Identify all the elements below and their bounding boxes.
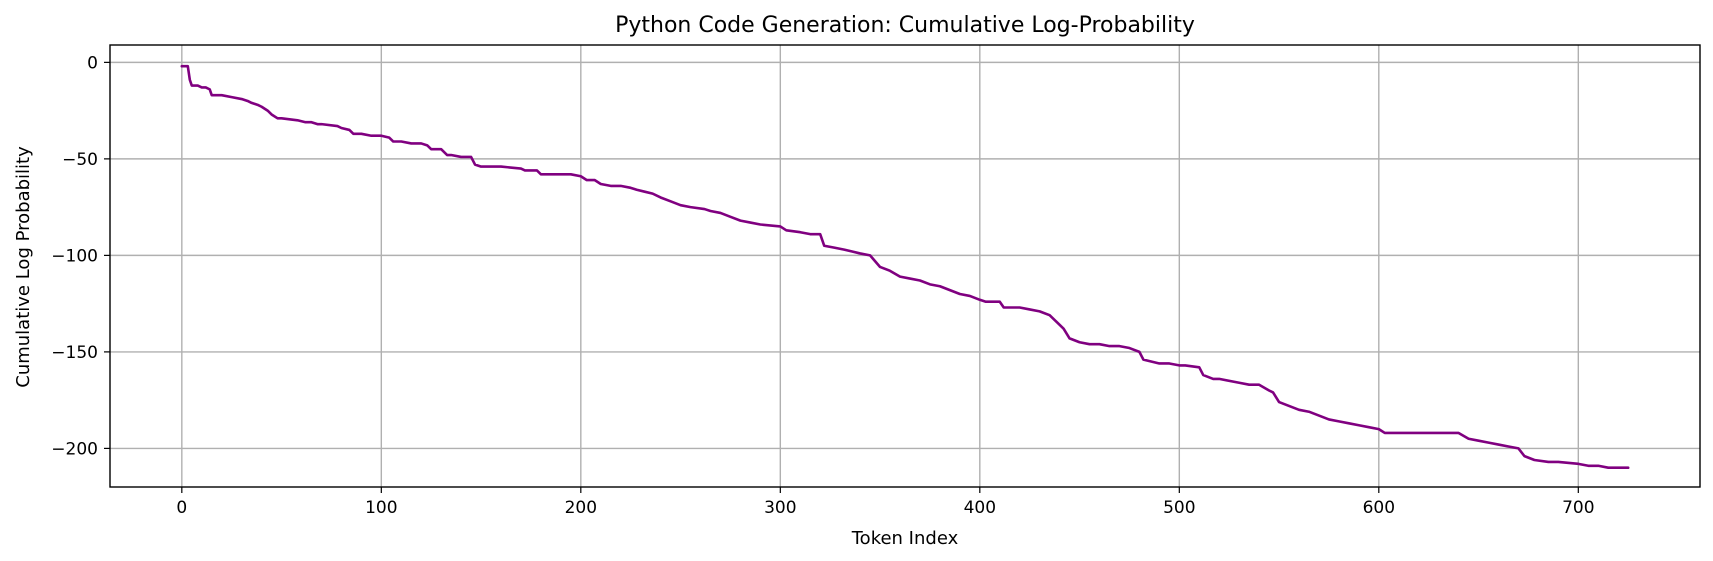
x-tick-label: 200 bbox=[565, 498, 597, 518]
x-axis-label: Token Index bbox=[851, 528, 959, 549]
y-tick-label: −50 bbox=[62, 150, 98, 170]
x-tick-label: 400 bbox=[964, 498, 996, 518]
y-tick-label: −200 bbox=[51, 439, 98, 459]
chart-title: Python Code Generation: Cumulative Log-P… bbox=[615, 13, 1195, 38]
plot-frame bbox=[109, 44, 1701, 488]
series-line bbox=[180, 64, 1630, 469]
grid bbox=[110, 45, 1700, 487]
x-tick-label: 500 bbox=[1163, 498, 1195, 518]
x-tick-label: 100 bbox=[365, 498, 397, 518]
y-axis-label: Cumulative Log Probability bbox=[13, 146, 34, 388]
x-tick-label: 600 bbox=[1363, 498, 1395, 518]
x-tick-label: 0 bbox=[176, 498, 187, 518]
y-tick-label: −150 bbox=[51, 343, 98, 363]
x-tick-label: 300 bbox=[764, 498, 796, 518]
ticks: 0 100 200 300 400 500 600 700 0 −50 −100 −150 −200 bbox=[51, 53, 1594, 518]
y-tick-label: 0 bbox=[87, 53, 98, 73]
x-tick-label: 700 bbox=[1562, 498, 1594, 518]
y-tick-label: −100 bbox=[51, 246, 98, 266]
